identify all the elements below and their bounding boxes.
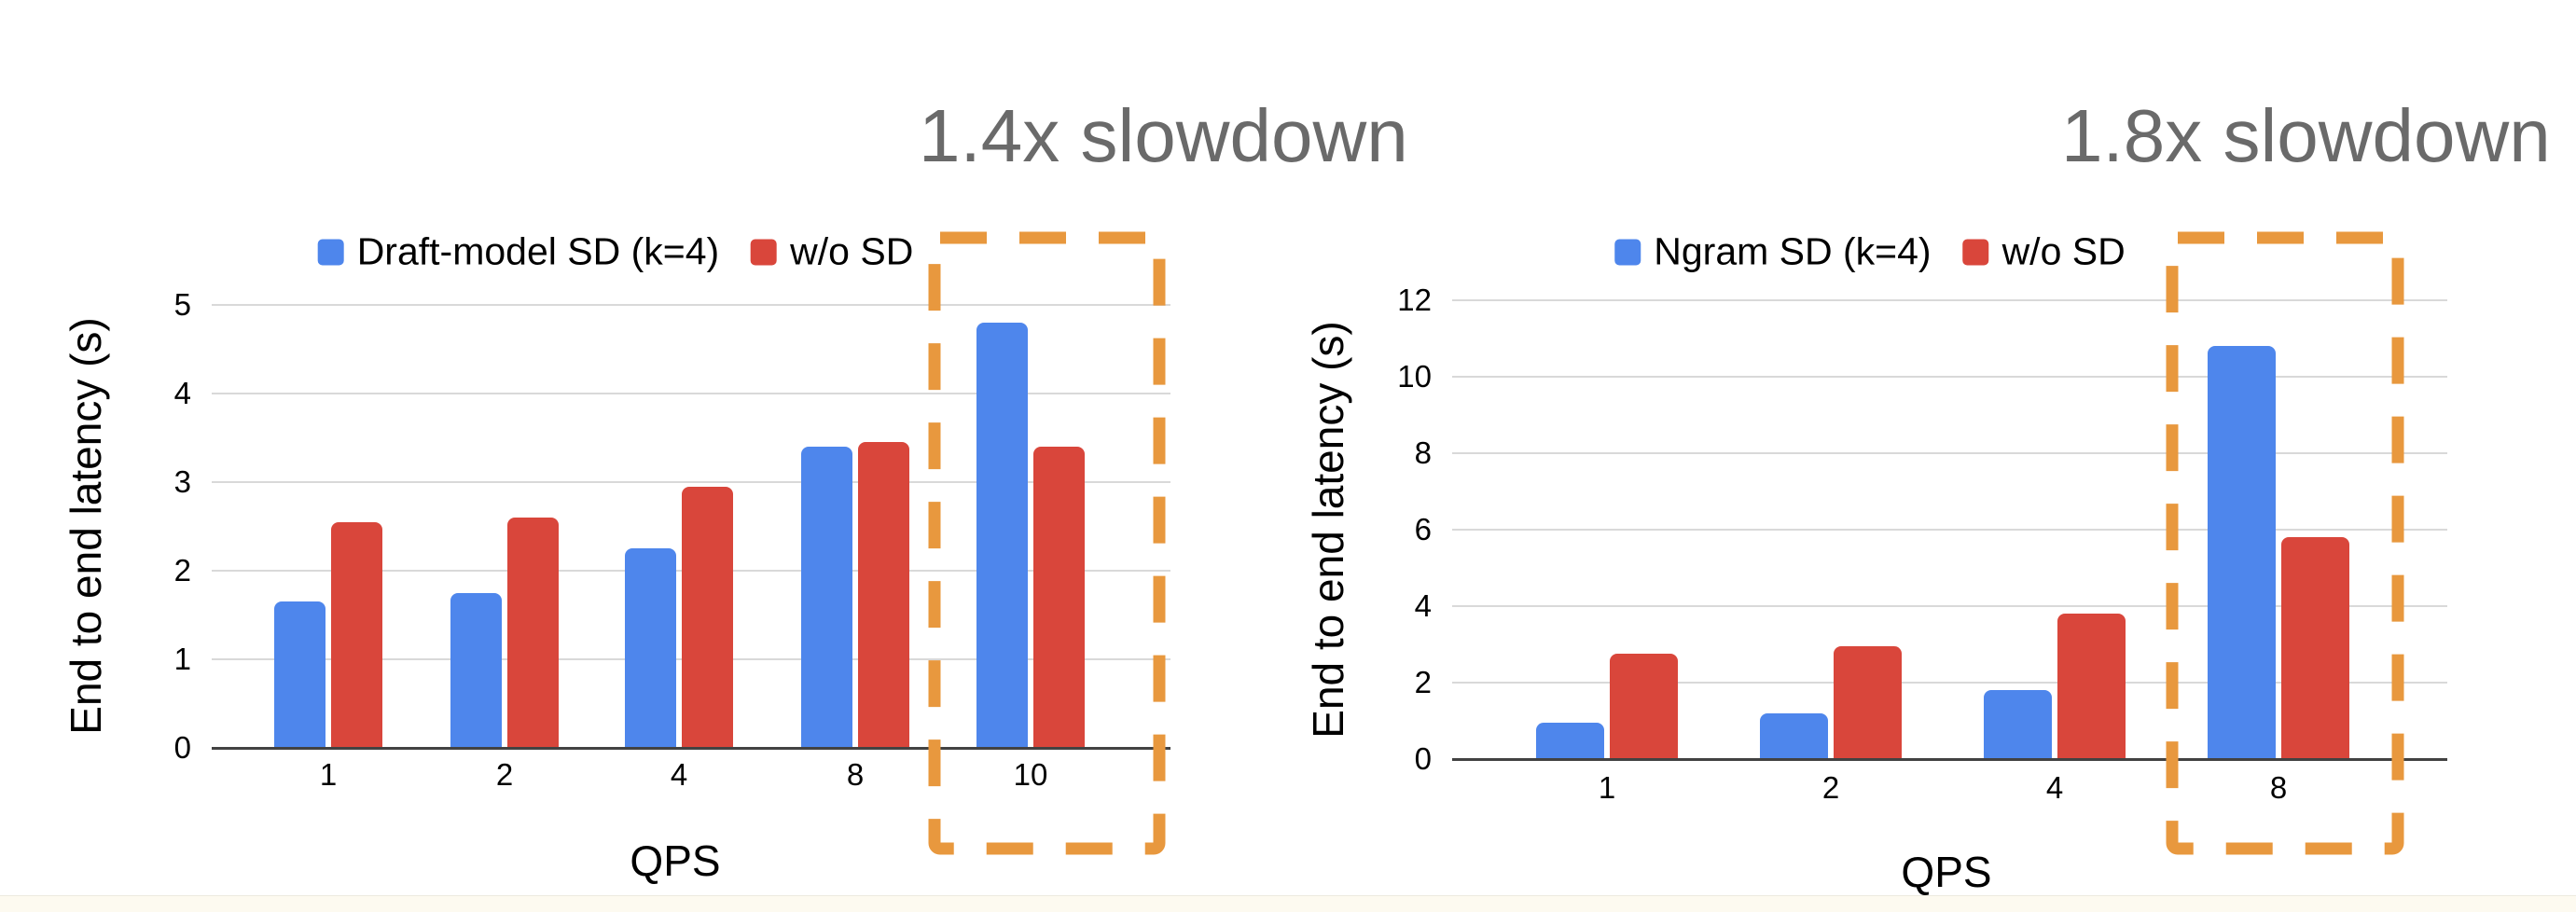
y-tick-label: 12 bbox=[1397, 283, 1432, 317]
legend-label: Draft-model SD (k=4) bbox=[356, 229, 720, 273]
bar-sd-qps-2 bbox=[1760, 713, 1828, 759]
slide-bottom-edge bbox=[0, 895, 2576, 912]
x-axis-line bbox=[212, 747, 1170, 750]
x-axis-title: QPS bbox=[1901, 848, 1992, 896]
x-tick-label: 4 bbox=[670, 757, 688, 792]
gridline bbox=[1452, 529, 2447, 531]
y-tick-label: 4 bbox=[1414, 588, 1432, 623]
slowdown-annotation-right: 1.8x slowdown bbox=[2061, 94, 2551, 177]
gridline bbox=[212, 393, 1170, 394]
legend-item-sd: Draft-model SD (k=4) bbox=[317, 229, 720, 274]
y-tick-label: 2 bbox=[1414, 665, 1432, 699]
x-tick-label: 2 bbox=[495, 757, 514, 792]
gridline bbox=[212, 481, 1170, 483]
y-tick-label: 2 bbox=[173, 553, 191, 587]
legend: Ngram SD (k=4) w/o SD bbox=[1614, 229, 2126, 274]
gridline bbox=[1452, 376, 2447, 378]
bar-wo-sd-qps-8 bbox=[2281, 537, 2349, 759]
bar-wo-sd-qps-2 bbox=[1834, 646, 1902, 759]
x-tick-label: 1 bbox=[319, 757, 338, 792]
gridline bbox=[212, 304, 1170, 306]
bar-sd-qps-8 bbox=[801, 447, 852, 748]
bar-sd-qps-1 bbox=[1536, 723, 1604, 759]
x-tick-label: 4 bbox=[2045, 770, 2064, 805]
y-tick-label: 0 bbox=[173, 730, 191, 765]
y-tick-label: 5 bbox=[173, 287, 191, 322]
y-axis-title: End to end latency (s) bbox=[1304, 321, 1352, 739]
legend-swatch-icon bbox=[1614, 239, 1641, 265]
bar-wo-sd-qps-4 bbox=[2057, 614, 2126, 759]
bar-sd-qps-4 bbox=[1984, 690, 2052, 759]
x-tick-label: 8 bbox=[2269, 770, 2288, 805]
legend-swatch-icon bbox=[1962, 239, 1989, 265]
legend-item-wo-sd: w/o SD bbox=[1962, 229, 2126, 274]
gridline bbox=[1452, 682, 2447, 684]
gridline bbox=[1452, 452, 2447, 454]
legend-swatch-icon bbox=[751, 239, 778, 265]
highlight-dashed-box bbox=[2166, 231, 2404, 855]
y-tick-label: 8 bbox=[1414, 435, 1432, 470]
bar-sd-qps-8 bbox=[2208, 346, 2276, 759]
slowdown-annotation-left: 1.4x slowdown bbox=[919, 94, 1408, 177]
bar-wo-sd-qps-10 bbox=[1033, 447, 1085, 748]
highlight-dashed-box bbox=[928, 231, 1166, 855]
x-tick-label: 10 bbox=[1013, 757, 1048, 792]
x-tick-label: 2 bbox=[1821, 770, 1840, 805]
bar-wo-sd-qps-8 bbox=[858, 442, 909, 748]
x-tick-label: 8 bbox=[846, 757, 865, 792]
bar-wo-sd-qps-1 bbox=[331, 522, 382, 748]
x-axis-title: QPS bbox=[630, 836, 721, 885]
y-tick-label: 10 bbox=[1397, 359, 1432, 394]
legend: Draft-model SD (k=4) w/o SD bbox=[317, 229, 913, 274]
bar-sd-qps-10 bbox=[976, 323, 1028, 748]
x-tick-label: 1 bbox=[1598, 770, 1616, 805]
x-axis-line bbox=[1452, 758, 2447, 761]
bar-wo-sd-qps-4 bbox=[682, 487, 733, 748]
y-tick-label: 3 bbox=[173, 464, 191, 499]
y-tick-label: 4 bbox=[173, 376, 191, 410]
y-tick-label: 1 bbox=[173, 642, 191, 676]
legend-label: w/o SD bbox=[2001, 229, 2126, 273]
legend-item-wo-sd: w/o SD bbox=[751, 230, 913, 274]
y-tick-label: 0 bbox=[1414, 741, 1432, 776]
legend-label: w/o SD bbox=[790, 229, 914, 273]
gridline bbox=[1452, 299, 2447, 301]
legend-label: Ngram SD (k=4) bbox=[1654, 229, 1932, 273]
bar-wo-sd-qps-1 bbox=[1610, 654, 1678, 759]
bar-wo-sd-qps-2 bbox=[507, 518, 559, 748]
bar-sd-qps-1 bbox=[274, 601, 325, 748]
legend-item-sd: Ngram SD (k=4) bbox=[1614, 229, 1932, 274]
bar-sd-qps-4 bbox=[625, 548, 676, 748]
bar-sd-qps-2 bbox=[450, 593, 502, 748]
gridline bbox=[1452, 605, 2447, 607]
y-tick-label: 6 bbox=[1414, 512, 1432, 546]
legend-swatch-icon bbox=[317, 239, 344, 265]
